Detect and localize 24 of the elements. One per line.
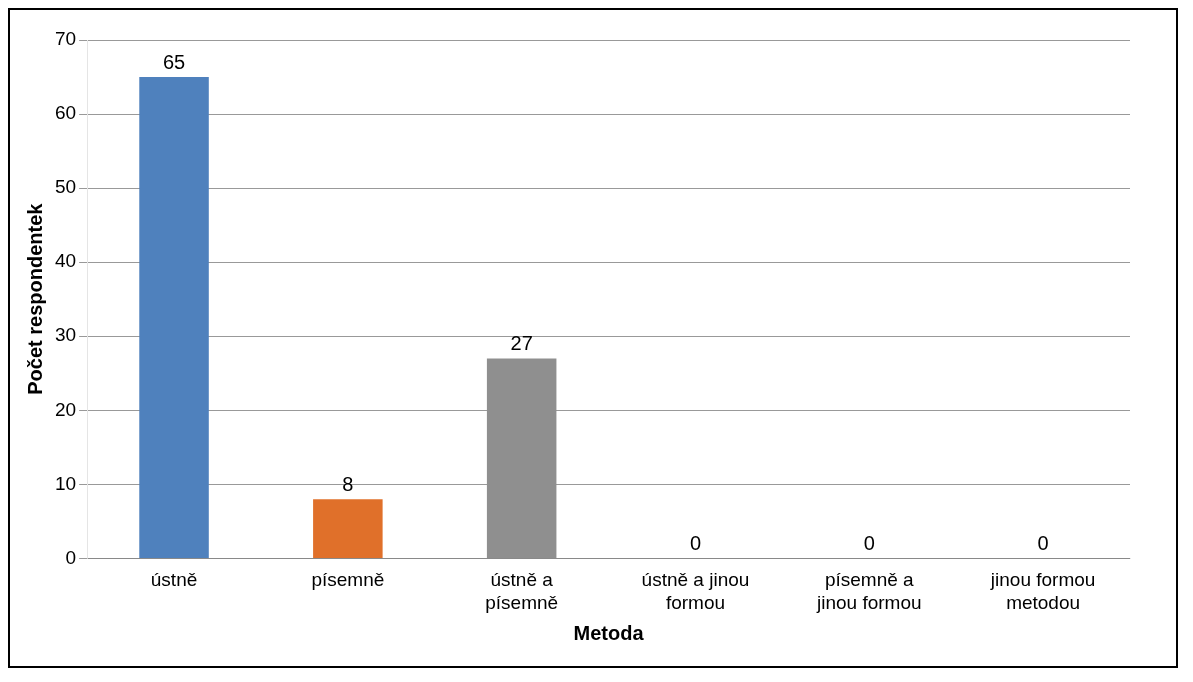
x-tick-label: jinou formou metodou — [989, 569, 1096, 613]
y-tick-label: 20 — [54, 398, 77, 420]
y-tick-label: 0 — [65, 546, 77, 568]
data-label: 0 — [1037, 531, 1049, 554]
data-label: 0 — [863, 531, 875, 554]
bar — [139, 77, 209, 558]
y-tick-label: 50 — [54, 176, 77, 198]
data-label: 8 — [342, 472, 354, 495]
x-tick-label: ústně — [150, 569, 198, 591]
y-axis-title: Počet respondentek — [23, 202, 46, 395]
x-tick-label: ústně a jinou formou — [641, 569, 750, 613]
x-tick-label: ústně a písemně — [485, 569, 559, 613]
data-label: 65 — [162, 50, 186, 73]
data-label: 27 — [510, 331, 533, 354]
x-axis-title: Metoda — [573, 621, 645, 644]
bar — [313, 499, 383, 558]
x-tick-label: písemně — [311, 569, 385, 591]
y-tick-label: 10 — [54, 472, 77, 494]
x-tick-label: písemně a jinou formou — [816, 569, 922, 613]
y-tick-label: 60 — [54, 102, 77, 124]
y-tick-label: 70 — [54, 28, 77, 50]
y-tick-label: 40 — [54, 250, 77, 272]
data-label: 0 — [689, 531, 702, 554]
y-tick-label: 30 — [54, 324, 77, 346]
